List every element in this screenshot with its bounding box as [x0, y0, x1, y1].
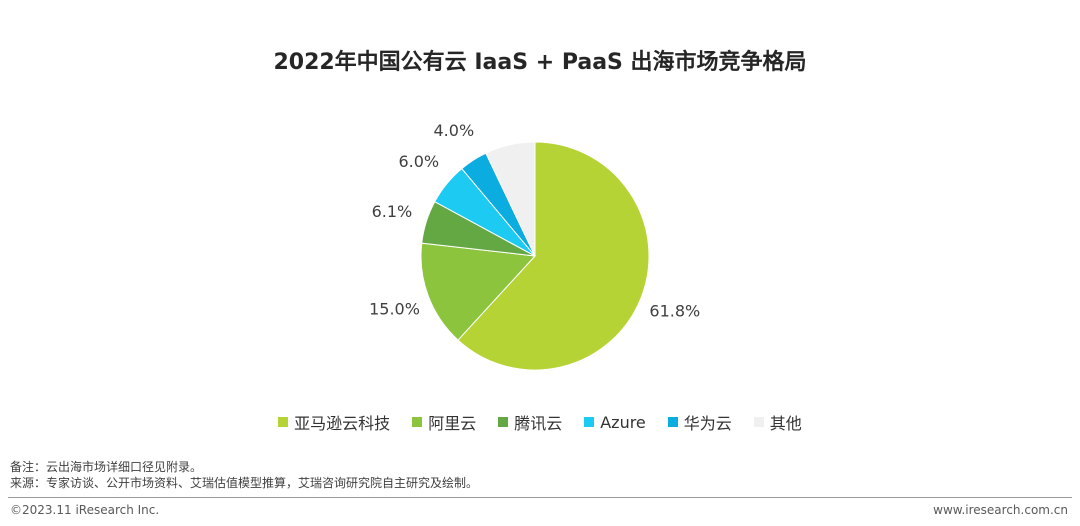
- source-text: 来源：专家访谈、公开市场资料、艾瑞估值模型推算，艾瑞咨询研究院自主研究及绘制。: [10, 476, 479, 490]
- legend-label: Azure: [600, 412, 646, 432]
- chart-title: 2022年中国公有云 IaaS + PaaS 出海市场竞争格局: [273, 50, 807, 75]
- data-label-2: 6.1%: [372, 202, 413, 221]
- note-text: 备注：云出海市场详细口径见附录。: [10, 460, 203, 474]
- pie-chart: 61.8% 15.0% 6.1% 6.0% 4.0%: [369, 121, 700, 371]
- legend-item-2: 腾讯云: [498, 410, 562, 434]
- legend-item-1: 阿里云: [412, 410, 476, 434]
- legend-label: 其他: [769, 414, 802, 433]
- data-label-1: 15.0%: [369, 300, 420, 319]
- website-link[interactable]: www.iresearch.com.cn: [933, 503, 1068, 517]
- pie-slice-5: [485, 141, 536, 257]
- legend-label: 亚马逊云科技: [294, 414, 391, 433]
- legend-swatch: [753, 417, 764, 427]
- notes: 备注：云出海市场详细口径见附录。 来源：专家访谈、公开市场资料、艾瑞估值模型推算…: [10, 459, 478, 491]
- chart-legend: 亚马逊云科技 阿里云 腾讯云 Azure 华为云 其他: [0, 410, 1080, 434]
- legend-item-4: 华为云: [667, 410, 732, 434]
- data-label-3: 6.0%: [398, 152, 439, 171]
- data-label-4: 4.0%: [434, 121, 475, 140]
- legend-label: 腾讯云: [514, 414, 563, 433]
- footer-divider: [8, 497, 1072, 498]
- legend-swatch: [584, 417, 595, 427]
- legend-swatch: [667, 417, 678, 427]
- legend-label: 华为云: [683, 414, 732, 433]
- pie-slice-1: [420, 242, 537, 341]
- pie-slice-0: [457, 141, 650, 371]
- legend-swatch: [412, 417, 423, 427]
- data-label-0: 61.8%: [649, 301, 700, 320]
- legend-label: 阿里云: [428, 414, 477, 433]
- legend-item-5: 其他: [753, 410, 802, 434]
- legend-item-3: Azure: [584, 413, 646, 432]
- copyright: ©2023.11 iResearch Inc.: [10, 503, 160, 517]
- legend-item-0: 亚马逊云科技: [278, 410, 390, 434]
- legend-swatch: [498, 417, 509, 427]
- legend-swatch: [278, 417, 289, 427]
